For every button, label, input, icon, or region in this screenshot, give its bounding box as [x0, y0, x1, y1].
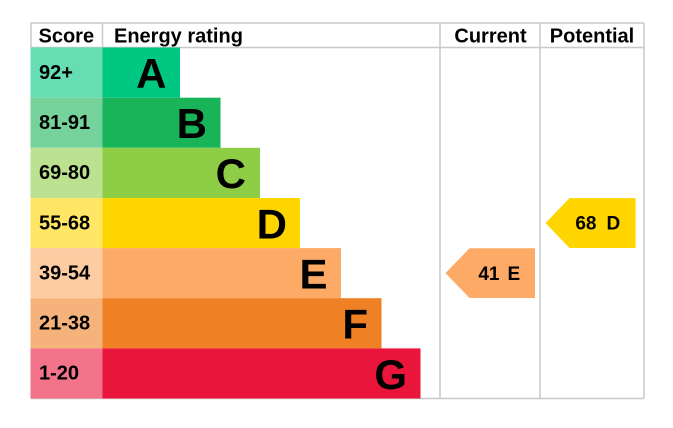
band-letter-c: C: [216, 150, 246, 197]
header-score: Score: [39, 26, 95, 48]
score-cell-c: [30, 147, 103, 198]
band-bar-c: [102, 147, 260, 198]
current-rating-arrow: 41 E: [445, 248, 535, 298]
band-letter-f: F: [342, 301, 368, 348]
score-cell-a: [30, 47, 103, 98]
score-cell-e: [30, 248, 103, 299]
header-potential: Potential: [550, 26, 634, 48]
header-energy-rating: Energy rating: [114, 26, 243, 48]
score-cell-b: [30, 97, 103, 148]
score-range-e: 39-54: [39, 262, 91, 284]
potential-rating-value: 68: [575, 214, 596, 235]
current-rating-value: 41: [478, 264, 500, 285]
band-row-c: 69-80 C: [30, 147, 260, 198]
potential-arrow-shape: [545, 198, 636, 248]
band-letter-b: B: [177, 100, 207, 147]
band-bar-g: [102, 348, 421, 399]
score-range-a: 92+: [39, 62, 73, 84]
score-range-b: 81-91: [39, 112, 90, 134]
band-bar-f: [102, 298, 382, 349]
band-bar-e: [102, 248, 341, 299]
band-row-b: 81-91 B: [30, 97, 221, 148]
band-bar-a: [102, 47, 180, 98]
band-bar-b: [102, 97, 221, 148]
band-letter-d: D: [257, 200, 287, 247]
header-row: Score Energy rating Current Potential: [39, 26, 635, 48]
score-cell-g: [30, 348, 103, 399]
potential-rating-band: D: [607, 214, 621, 235]
header-current: Current: [454, 26, 527, 48]
band-letter-g: G: [374, 351, 407, 398]
band-bar-d: [102, 198, 300, 249]
current-arrow-shape: [445, 248, 535, 298]
score-range-d: 55-68: [39, 212, 90, 234]
band-row-e: 39-54 E: [30, 248, 341, 299]
current-rating-band: E: [508, 264, 521, 285]
score-range-f: 21-38: [39, 313, 90, 335]
score-range-g: 1-20: [39, 363, 79, 385]
score-range-c: 69-80: [39, 162, 90, 184]
band-letter-a: A: [136, 50, 166, 97]
band-row-d: 55-68 D: [30, 198, 300, 249]
band-row-a: 92+ A: [30, 47, 180, 98]
band-letter-e: E: [299, 251, 327, 298]
score-cell-d: [30, 198, 103, 249]
band-row-g: 1-20 G: [30, 348, 421, 399]
band-row-f: 21-38 F: [30, 298, 382, 349]
score-cell-f: [30, 298, 103, 349]
potential-rating-arrow: 68 D: [545, 198, 636, 248]
